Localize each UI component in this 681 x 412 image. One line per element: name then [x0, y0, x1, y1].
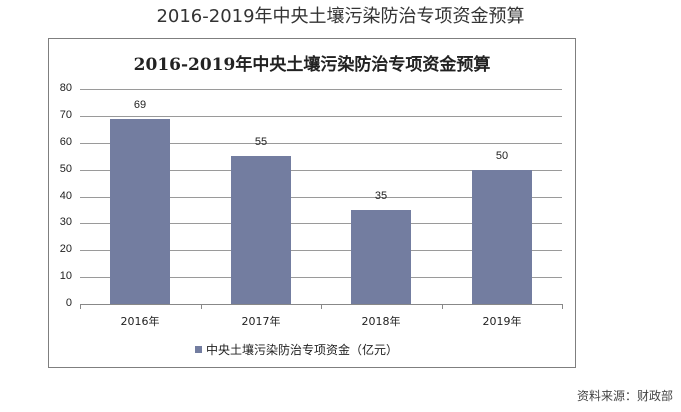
y-tick-label: 30: [59, 216, 72, 228]
gridline: [80, 116, 562, 117]
gridline: [80, 143, 562, 144]
y-tick-label: 40: [59, 190, 72, 202]
page-title: 2016-2019年中央土壤污染防治专项资金预算: [156, 6, 525, 27]
bar-2017年: [231, 156, 291, 304]
y-tick-label: 0: [65, 297, 72, 309]
x-tick-mark: [321, 304, 322, 309]
gridline: [80, 170, 562, 171]
y-tick-label: 50: [59, 163, 72, 175]
source-note: 资料来源：财政部: [576, 389, 673, 403]
gridline: [80, 277, 562, 278]
legend-swatch: [195, 346, 202, 353]
bar-2019年: [472, 170, 532, 304]
gridline: [80, 197, 562, 198]
y-tick-label: 20: [59, 243, 72, 255]
gridline: [80, 89, 562, 90]
chart-title: 2016-2019年中央土壤污染防治专项资金预算: [133, 55, 491, 75]
legend-label: 中央土壤污染防治专项资金（亿元）: [206, 343, 399, 357]
x-category-label: 2017年: [241, 315, 281, 328]
y-tick-label: 70: [59, 109, 72, 121]
gridline: [80, 223, 562, 224]
gridline: [80, 250, 562, 251]
bar-value-label: 50: [495, 150, 509, 162]
x-tick-mark: [201, 304, 202, 309]
bar-2016年: [110, 119, 170, 304]
y-tick-label: 80: [59, 82, 72, 94]
bar-value-label: 55: [254, 136, 268, 148]
y-tick-label: 60: [59, 136, 72, 148]
y-tick-label: 10: [59, 270, 72, 282]
x-category-label: 2016年: [120, 315, 160, 328]
x-category-label: 2019年: [482, 315, 522, 328]
bar-value-label: 35: [374, 190, 388, 202]
x-tick-mark: [442, 304, 443, 309]
x-category-label: 2018年: [361, 315, 401, 328]
x-tick-mark: [80, 304, 81, 309]
legend: 中央土壤污染防治专项资金（亿元）: [195, 341, 398, 358]
x-tick-mark: [562, 304, 563, 309]
bar-2018年: [351, 210, 411, 304]
bar-value-label: 69: [133, 99, 147, 111]
